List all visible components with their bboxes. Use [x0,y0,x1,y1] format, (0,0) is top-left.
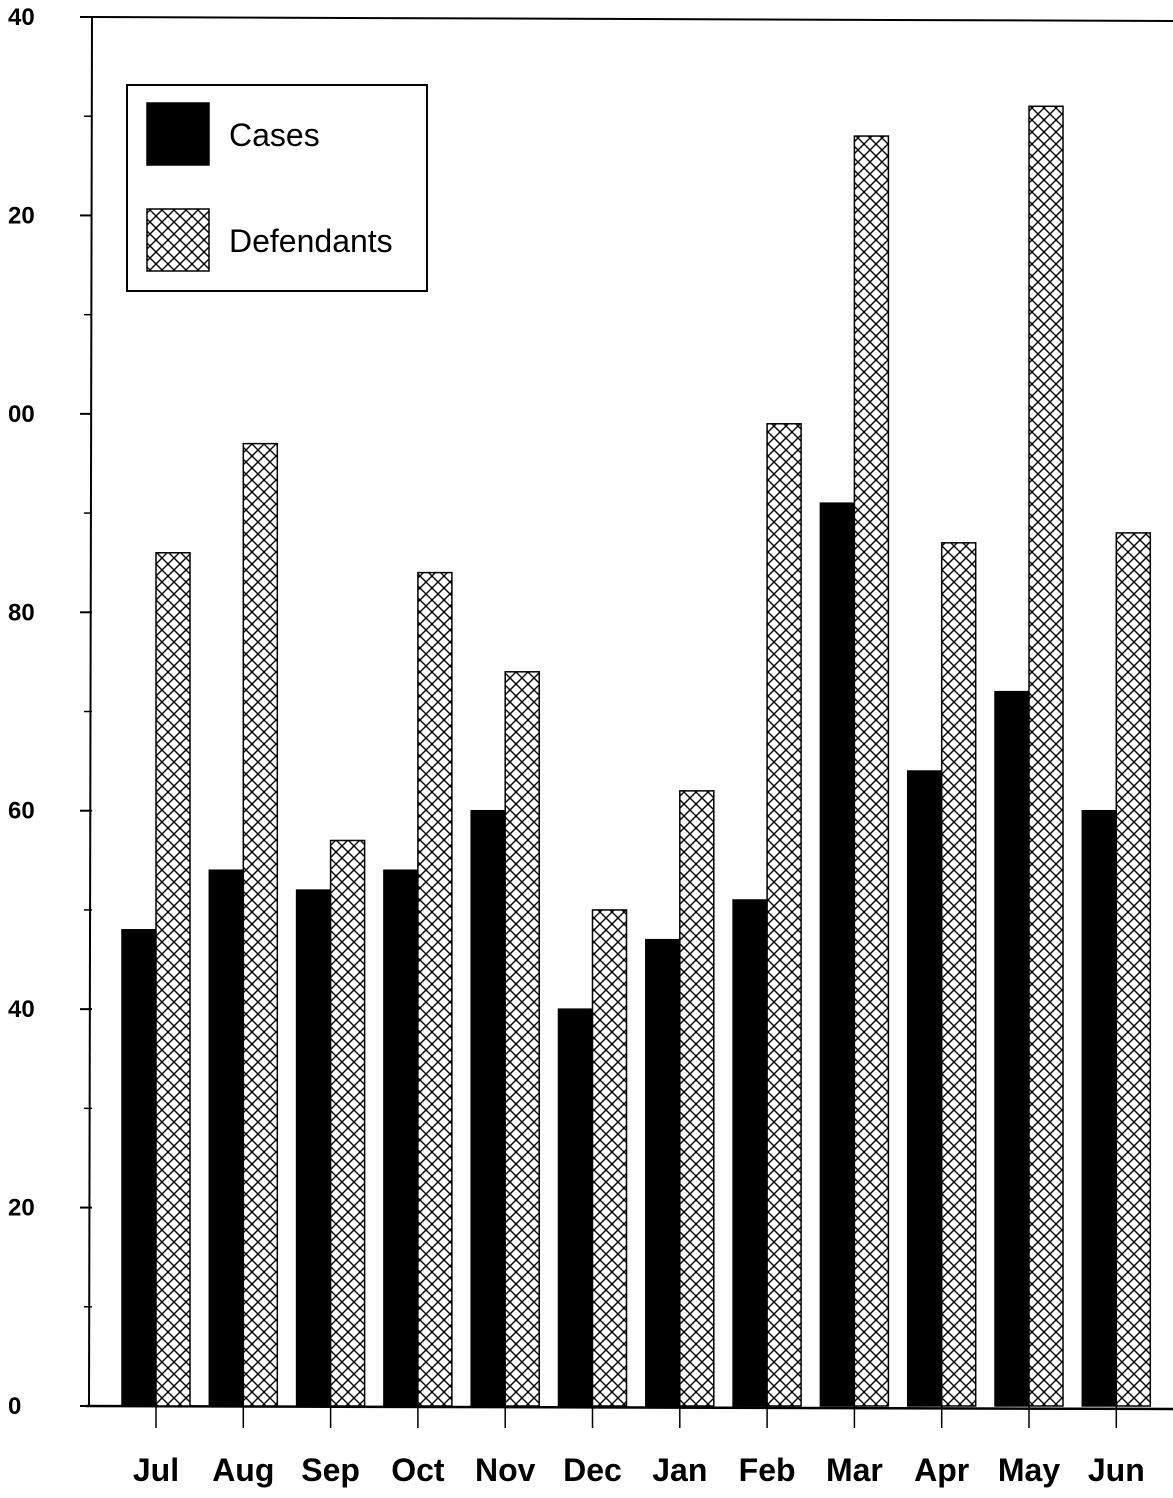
bar-cases-oct [383,869,419,1407]
legend-label-defendants: Defendants [229,223,393,259]
bar-cases-aug [208,869,245,1407]
plot-frame [91,16,1173,22]
x-tick-label-aug: Aug [212,1452,274,1488]
bar-defendants-sep [329,839,366,1407]
y-tick-label: 40 [8,996,35,1023]
y-tick-label: 00 [8,401,35,428]
bar-cases-nov [470,809,506,1407]
bar-defendants-oct [417,571,453,1407]
bar-cases-sep [295,889,332,1407]
y-tick-label: 60 [8,798,35,825]
bar-cases-jun [1081,809,1118,1407]
legend-swatch-cases [146,102,210,166]
x-tick-label-oct: Oct [391,1452,445,1488]
x-tick-label-jul: Jul [133,1452,179,1488]
x-tick-label-mar: Mar [826,1452,883,1488]
bar-defendants-aug [242,442,279,1407]
x-tick-label-feb: Feb [739,1452,796,1488]
y-tick-label: 0 [8,1393,21,1420]
y-tick-label: 20 [8,1195,35,1222]
bar-cases-jul [121,929,157,1407]
bar-defendants-apr [940,542,977,1407]
legend-label-cases: Cases [229,117,320,153]
x-axis: Jul Aug Sep Oct Nov Dec Jan Feb Mar Apr May Jun [85,1404,1173,1488]
bar-cases-dec [557,1008,594,1407]
x-tick-label-may: May [998,1452,1060,1488]
x-tick-label-jan: Jan [652,1452,707,1488]
x-tick-label-dec: Dec [563,1452,622,1488]
x-tick-label-sep: Sep [301,1452,360,1488]
bar-defendants-jan [679,790,715,1407]
bar-defendants-mar [853,135,890,1407]
bar-defendants-dec [591,909,628,1407]
bar-defendants-may [1028,105,1064,1407]
bar-cases-mar [819,502,856,1407]
x-tick-label-jun: Jun [1088,1452,1145,1488]
bars [121,105,1152,1407]
bar-cases-apr [906,770,943,1407]
x-tick-label-nov: Nov [475,1452,536,1488]
legend-swatch-defendants [146,208,210,272]
bar-defendants-jul [155,552,191,1407]
bar-defendants-feb [766,423,802,1407]
y-axis: 0 20 40 60 80 00 20 40 [8,4,93,1420]
bar-cases-may [994,690,1030,1407]
y-tick-label: 40 [8,4,35,31]
legend: Cases Defendants [126,84,428,292]
x-tick-label-apr: Apr [914,1452,969,1488]
y-tick-label: 20 [8,202,35,229]
bar-cases-feb [732,899,768,1407]
bar-defendants-nov [504,671,540,1407]
plot-top-border [91,16,1173,22]
y-tick-label: 80 [8,599,35,626]
bar-defendants-jun [1115,532,1152,1407]
bar-cases-jan [645,938,681,1407]
